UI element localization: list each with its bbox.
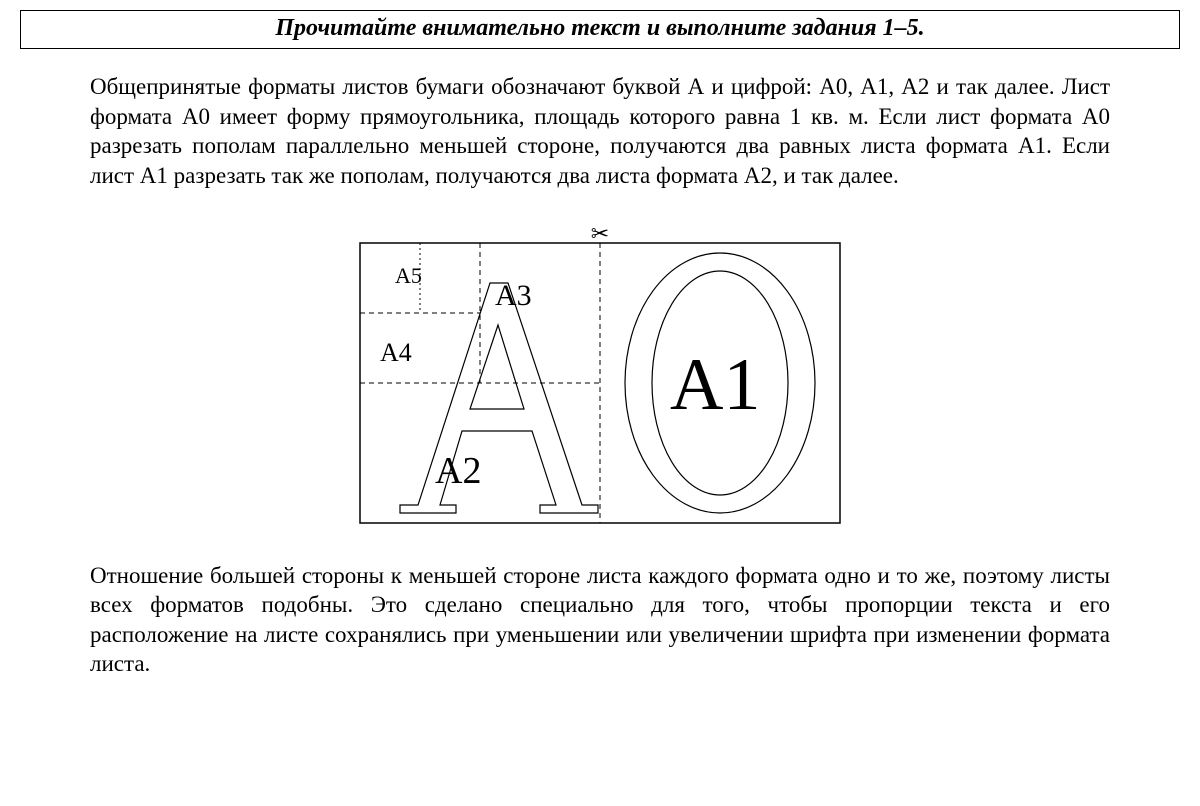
label-a3: A3	[495, 279, 532, 312]
paragraph-1: Общепринятые форматы листов бумаги обозн…	[90, 72, 1110, 190]
instruction-box: Прочитайте внимательно текст и выполните…	[20, 10, 1180, 49]
label-a5: A5	[395, 263, 422, 288]
label-a1: A1	[670, 344, 760, 426]
paragraph-2: Отношение большей стороны к меньшей стор…	[90, 561, 1110, 679]
paper-formats-diagram: ✂ A5 A4 A3 A2 A1	[90, 213, 1110, 538]
diagram-svg: ✂ A5 A4 A3 A2 A1	[340, 213, 860, 533]
instruction-text: Прочитайте внимательно текст и выполните…	[275, 15, 924, 41]
page: Прочитайте внимательно текст и выполните…	[0, 0, 1200, 806]
label-a4: A4	[380, 338, 412, 367]
scissors-icon: ✂	[591, 221, 609, 246]
label-a2: A2	[435, 450, 481, 492]
